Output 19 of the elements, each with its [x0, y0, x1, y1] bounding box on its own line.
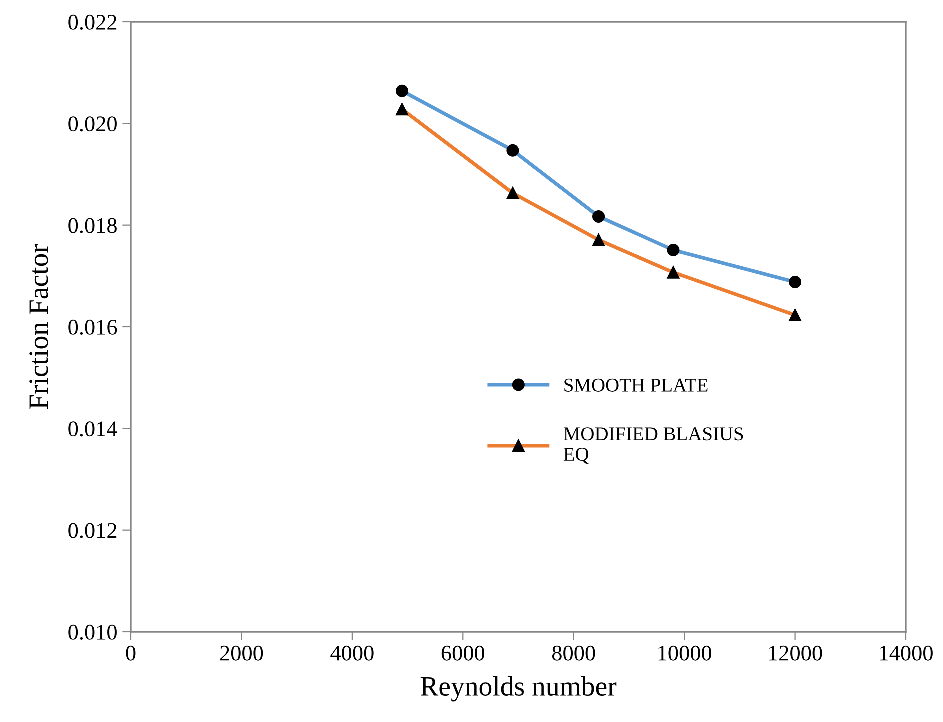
y-tick-label: 0.010 — [68, 624, 117, 640]
y-tick-label: 0.016 — [68, 320, 118, 336]
y-tick-label: 0.012 — [68, 523, 117, 538]
legend-label: MODIFIED BLASIUS EQ — [564, 428, 744, 464]
x-tick-label: 8000 — [552, 646, 596, 661]
y-tick-label: 0.018 — [68, 218, 117, 234]
y-tick-label: 0.020 — [68, 116, 117, 132]
x-tick-label: 14000 — [880, 646, 933, 661]
x-axis-title: Reynolds number — [420, 676, 617, 702]
x-tick-label: 2000 — [220, 646, 264, 661]
x-tick-label: 10000 — [658, 646, 712, 661]
x-tick-label: 6000 — [442, 646, 485, 661]
y-tick-label: 0.014 — [68, 422, 118, 437]
legend-label: SMOOTH PLATE — [564, 378, 708, 392]
x-tick-label: 4000 — [330, 646, 374, 661]
y-tick-label: 0.022 — [68, 14, 117, 30]
x-tick-label: 12000 — [769, 646, 822, 661]
x-tick-label: 0 — [126, 646, 136, 661]
y-axis-title: Friction Factor — [30, 244, 48, 410]
